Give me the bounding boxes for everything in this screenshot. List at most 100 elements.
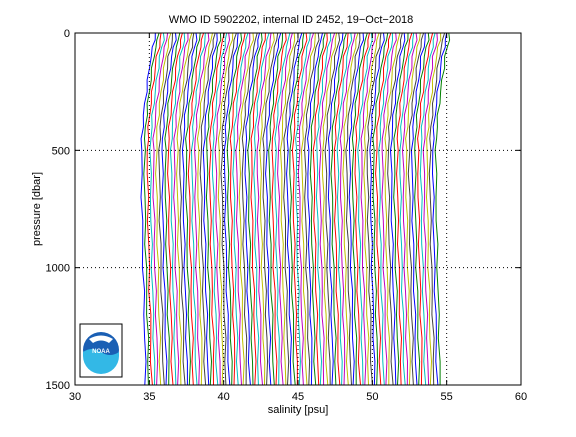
profile-line: [152, 32, 169, 386]
profile-line: [425, 32, 442, 386]
logo-wave: [83, 349, 119, 374]
profile-line: [393, 32, 409, 386]
profile-line: [372, 32, 389, 386]
profile-line: [387, 32, 403, 386]
grid-lines: [75, 33, 521, 385]
profile-line: [262, 32, 279, 386]
profile-line: [354, 32, 370, 386]
noaa-logo: NOAA: [79, 323, 123, 378]
x-tick-label: 30: [69, 391, 81, 403]
profile-line: [399, 32, 415, 386]
y-tick-label: 1000: [46, 263, 70, 275]
x-tick-label: 60: [515, 391, 527, 403]
profile-line: [250, 32, 266, 386]
profile-line: [297, 32, 315, 386]
profile-line: [199, 32, 216, 386]
x-tick-label: 45: [292, 391, 304, 403]
profile-line: [164, 32, 181, 386]
profile-line: [194, 32, 210, 386]
profile-line: [414, 32, 430, 386]
profile-lines: [140, 32, 451, 386]
profile-line: [342, 32, 359, 386]
profile-line: [256, 32, 272, 386]
profile-line: [253, 32, 270, 386]
profile-line: [363, 32, 380, 386]
profile-line: [351, 32, 368, 386]
profile-line: [396, 32, 413, 386]
profile-line: [143, 32, 160, 386]
profile-line: [179, 32, 195, 386]
profile-line: [155, 32, 172, 386]
profile-line: [187, 32, 205, 386]
axis-ticks: [74, 32, 522, 386]
profile-line: [214, 32, 231, 386]
y-axis-label: pressure [dbar]: [31, 172, 43, 246]
profile-line: [205, 32, 222, 386]
profile-line: [369, 32, 385, 386]
profile-line: [348, 32, 365, 386]
profile-line: [389, 32, 406, 386]
profile-line: [345, 32, 361, 386]
profile-line: [229, 32, 246, 386]
plot-area: [74, 32, 522, 386]
profile-line: [360, 32, 376, 386]
profile-line: [295, 32, 311, 386]
profile-line: [158, 32, 173, 386]
profile-line: [208, 32, 225, 386]
profile-line: [315, 32, 332, 386]
profile-line: [244, 32, 260, 386]
profile-line: [318, 32, 336, 386]
profile-line: [211, 32, 228, 386]
chart-title: WMO ID 5902202, internal ID 2452, 19−Oct…: [169, 14, 414, 26]
profile-line: [286, 32, 303, 386]
profile-line: [312, 32, 328, 386]
x-tick-label: 50: [366, 391, 378, 403]
profile-line: [169, 32, 186, 386]
profile-line: [226, 32, 243, 386]
profile-line: [357, 32, 373, 386]
profile-line: [268, 32, 283, 386]
profile-line: [434, 32, 451, 385]
profile-line: [238, 32, 255, 386]
y-tick-label: 500: [52, 145, 70, 157]
profile-line: [422, 32, 438, 386]
y-tick-label: 0: [64, 28, 70, 40]
profile-line: [190, 32, 206, 386]
x-tick-label: 40: [218, 391, 230, 403]
x-tick-label: 55: [441, 391, 453, 403]
profile-line: [327, 32, 344, 386]
profile-line: [431, 32, 448, 386]
profile-line: [410, 32, 426, 386]
profile-line: [277, 32, 293, 386]
profile-line: [417, 32, 434, 386]
profile-line: [405, 32, 421, 386]
x-tick-labels: 30 35 40 45 50 55 60: [69, 391, 527, 403]
profile-line: [401, 32, 418, 386]
profile-line: [176, 32, 193, 386]
profile-line: [247, 32, 263, 386]
profile-line: [283, 32, 299, 386]
profile-line: [407, 32, 425, 386]
profile-line: [419, 32, 436, 386]
profile-line: [220, 32, 237, 386]
profile-line: [149, 32, 165, 386]
profile-line: [265, 32, 282, 386]
y-tick-label: 1500: [46, 380, 70, 392]
profile-line: [202, 32, 218, 386]
profile-line: [324, 32, 341, 386]
x-axis-label: salinity [psu]: [268, 404, 329, 416]
profile-line: [384, 32, 401, 386]
profile-line: [161, 32, 177, 386]
profile-line: [375, 32, 392, 386]
profile-line: [307, 32, 323, 386]
profile-line: [291, 32, 308, 386]
profile-line: [300, 32, 316, 386]
profile-line: [366, 32, 382, 386]
logo-gull: [89, 335, 113, 343]
profile-line: [173, 32, 189, 386]
profile-line: [259, 32, 275, 386]
profile-line: [241, 32, 258, 386]
y-tick-labels: 0 500 1000 1500: [46, 28, 70, 392]
